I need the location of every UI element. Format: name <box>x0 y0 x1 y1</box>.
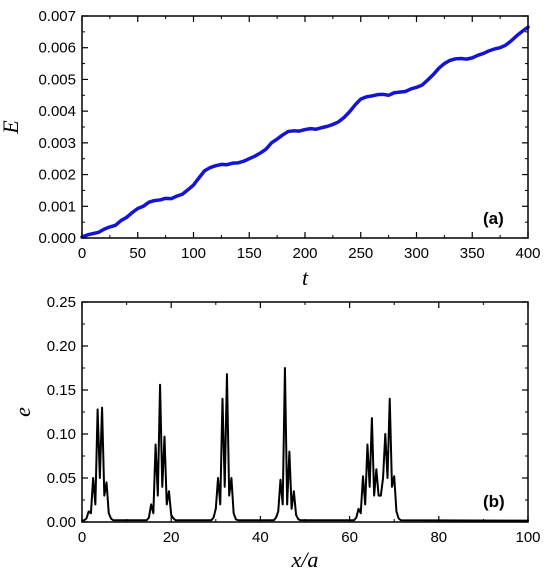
panel-label: (b) <box>483 492 505 511</box>
series-line-0 <box>81 367 529 522</box>
x-tick-label: 20 <box>163 529 180 546</box>
y-tick-label: 0.20 <box>47 338 76 355</box>
y-tick-label: 0.00 <box>47 514 76 531</box>
x-tick-label: 300 <box>404 245 429 262</box>
series-line-0 <box>80 25 530 239</box>
panel-a-energy-vs-time: 0 50 100 150 200 250 300 350 400 0.000 0.001 0.002 0… <box>0 8 541 290</box>
y-tick-label: 0.005 <box>38 71 76 88</box>
x-axis-title: t <box>302 265 309 290</box>
x-tick-label: 40 <box>252 529 269 546</box>
x-tick-label: 100 <box>181 245 206 262</box>
y-tick-label: 0.006 <box>38 40 76 57</box>
y-tick-label: 0.003 <box>38 135 76 152</box>
y-tick-label: 0.15 <box>47 382 76 399</box>
x-tick-label: 60 <box>341 529 358 546</box>
x-tick-label: 150 <box>237 245 262 262</box>
y-tick-label: 0.000 <box>38 230 76 247</box>
panel-b-energy-density-vs-position: 0 20 40 60 80 100 0.00 0.05 0.10 0.15 0.20 0.25 x/a e… <box>10 294 541 571</box>
x-tick-label: 50 <box>129 245 146 262</box>
x-tick-label: 200 <box>292 245 317 262</box>
x-tick-label: 350 <box>460 245 485 262</box>
y-tick-label: 0.001 <box>38 198 76 215</box>
x-tick-label: 250 <box>348 245 373 262</box>
x-tick-label: 0 <box>78 245 86 262</box>
y-tick-label: 0.25 <box>47 294 76 311</box>
x-axis-title: x/a <box>291 547 319 571</box>
x-tick-label: 100 <box>515 529 540 546</box>
panel-label: (a) <box>483 209 504 228</box>
y-tick-label: 0.10 <box>47 426 76 443</box>
y-axis-title: e <box>10 407 35 417</box>
plot-frame <box>81 15 529 239</box>
x-tick-label: 80 <box>430 529 447 546</box>
y-axis-title: E <box>0 120 23 135</box>
y-tick-label: 0.05 <box>47 470 76 487</box>
x-tick-label: 0 <box>78 529 86 546</box>
x-tick-label: 400 <box>515 245 540 262</box>
y-tick-label: 0.002 <box>38 167 76 184</box>
y-tick-label: 0.007 <box>38 8 76 25</box>
y-tick-label: 0.004 <box>38 103 76 120</box>
plot-frame <box>81 301 529 523</box>
